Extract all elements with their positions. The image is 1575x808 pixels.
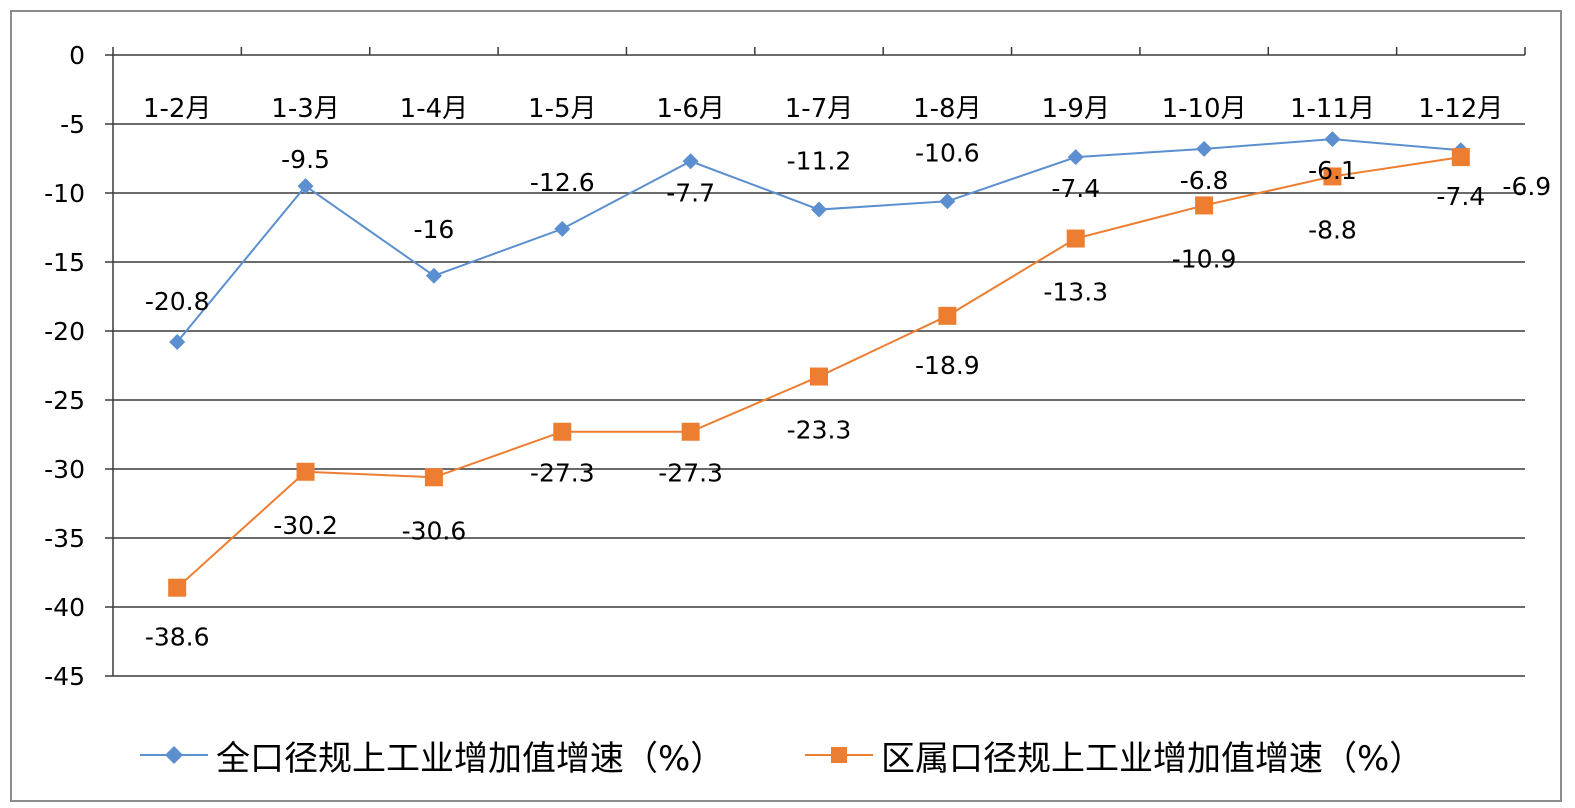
x-axis-categories: 1-2月 1-3月 1-4月 1-5月 1-6月 1-7月 1-8月 1-9月 1-10月 1-1… bbox=[143, 94, 1503, 124]
data-point bbox=[1323, 167, 1342, 186]
data-label: -30.6 bbox=[402, 516, 467, 545]
data-label: -7.4 bbox=[1436, 182, 1485, 211]
data-point bbox=[681, 422, 700, 441]
data-label: -6.9 bbox=[1502, 172, 1551, 201]
y-tick-label: -20 bbox=[44, 317, 85, 346]
data-label: -10.9 bbox=[1172, 244, 1237, 273]
data-label: -9.5 bbox=[281, 145, 330, 174]
data-label: -11.2 bbox=[787, 147, 852, 176]
data-point bbox=[168, 578, 187, 597]
data-point bbox=[425, 267, 442, 284]
y-tick-label: -35 bbox=[44, 524, 85, 553]
data-label: -27.3 bbox=[658, 459, 723, 488]
legend-label-series-1: 全口径规上工业增加值增速（%） bbox=[216, 738, 725, 779]
legend-item-series-2: 区属口径规上工业增加值增速（%） bbox=[805, 730, 1423, 780]
data-point bbox=[811, 201, 827, 218]
x-tick-label: 1-10月 bbox=[1162, 94, 1247, 124]
data-label: -16 bbox=[413, 215, 454, 244]
data-labels: -20.8 -9.5 -16 -12.6 -7.7 -11.2 -10.6 -7.4 -6.8 -… bbox=[145, 138, 1551, 651]
x-tick-label: 1-12月 bbox=[1418, 94, 1503, 124]
data-point bbox=[553, 422, 572, 441]
y-tick-label: 0 bbox=[69, 41, 85, 70]
data-point bbox=[424, 468, 443, 487]
y-tick-label: -30 bbox=[44, 455, 85, 484]
data-point bbox=[1196, 140, 1213, 157]
gridlines bbox=[105, 47, 1526, 677]
legend-label-series-2: 区属口径规上工业增加值增速（%） bbox=[881, 738, 1424, 779]
y-tick-label: -5 bbox=[60, 110, 85, 139]
y-tick-label: -45 bbox=[44, 662, 85, 691]
data-label: -27.3 bbox=[530, 459, 595, 488]
data-point bbox=[810, 367, 828, 386]
legend-item-series-1: 全口径规上工业增加值增速（%） bbox=[140, 730, 724, 780]
data-point bbox=[297, 178, 314, 195]
data-label: -10.6 bbox=[915, 138, 980, 167]
y-tick-label: -25 bbox=[44, 386, 85, 415]
data-label: -20.8 bbox=[145, 287, 210, 316]
data-label: -23.3 bbox=[787, 416, 852, 445]
data-point bbox=[554, 220, 571, 237]
data-label: -7.4 bbox=[1051, 174, 1100, 203]
data-point bbox=[1066, 229, 1085, 248]
data-label: -13.3 bbox=[1043, 278, 1108, 307]
data-point bbox=[1067, 149, 1084, 166]
data-label: -8.8 bbox=[1308, 215, 1357, 244]
data-label: -38.6 bbox=[145, 623, 210, 652]
x-tick-label: 1-2月 bbox=[143, 94, 211, 124]
x-tick-label: 1-11月 bbox=[1290, 94, 1375, 124]
data-point bbox=[1324, 131, 1341, 148]
x-tick-label: 1-9月 bbox=[1041, 94, 1109, 124]
data-point bbox=[682, 153, 699, 170]
x-tick-label: 1-8月 bbox=[913, 94, 981, 124]
y-tick-label: -15 bbox=[44, 248, 85, 277]
data-point bbox=[938, 306, 957, 325]
data-label: -30.2 bbox=[273, 511, 338, 540]
y-tick-label: -40 bbox=[44, 593, 85, 622]
legend-marker-series-2 bbox=[805, 740, 873, 770]
data-point bbox=[296, 462, 315, 481]
data-label: -6.8 bbox=[1180, 166, 1229, 195]
x-tick-label: 1-6月 bbox=[656, 94, 724, 124]
x-tick-label: 1-5月 bbox=[528, 94, 596, 124]
x-tick-label: 1-4月 bbox=[400, 94, 468, 124]
data-label: -6.1 bbox=[1308, 156, 1357, 185]
data-point bbox=[939, 193, 956, 210]
series-lines bbox=[168, 131, 1470, 597]
x-tick-label: 1-7月 bbox=[785, 94, 853, 124]
data-point bbox=[169, 334, 186, 351]
y-axis-ticks: 0 -5 -10 -15 -20 -25 -30 -35 -40 -45 bbox=[44, 41, 85, 691]
data-label: -12.6 bbox=[530, 168, 595, 197]
data-label: -18.9 bbox=[915, 351, 980, 380]
legend-marker-series-1 bbox=[140, 740, 208, 770]
data-label: -7.7 bbox=[666, 178, 715, 207]
data-point bbox=[1195, 196, 1214, 215]
y-tick-label: -10 bbox=[44, 179, 85, 208]
legend: 全口径规上工业增加值增速（%） 区属口径规上工业增加值增速（%） bbox=[0, 730, 1575, 780]
data-point bbox=[1451, 148, 1470, 167]
x-tick-label: 1-3月 bbox=[271, 94, 339, 124]
